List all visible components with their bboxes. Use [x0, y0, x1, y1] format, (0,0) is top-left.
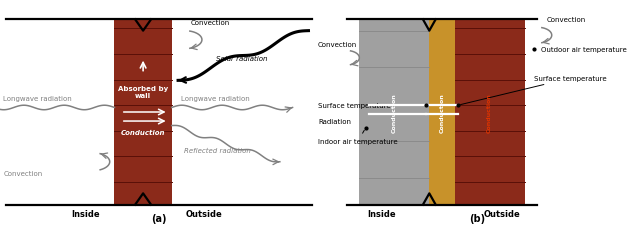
Text: Convection: Convection [3, 170, 43, 176]
Text: Convection: Convection [318, 42, 357, 48]
Text: Longwave radiation: Longwave radiation [181, 96, 250, 102]
Text: (a): (a) [151, 213, 167, 223]
Text: Longwave radiation: Longwave radiation [3, 96, 72, 102]
Bar [455, 20, 525, 205]
Text: Absorbed by
wall: Absorbed by wall [118, 86, 169, 99]
Text: Surface temperature: Surface temperature [318, 103, 424, 109]
Text: Convection: Convection [547, 17, 586, 23]
Text: Conduction: Conduction [392, 93, 397, 132]
Bar [429, 20, 455, 205]
Text: Inside: Inside [367, 209, 396, 218]
Text: Outside: Outside [484, 209, 521, 218]
Text: Conduction: Conduction [439, 93, 445, 132]
Text: Outside: Outside [185, 209, 222, 218]
Text: Outdoor air temperature: Outdoor air temperature [541, 47, 626, 52]
Text: Reflected radiation: Reflected radiation [184, 148, 251, 154]
Text: (b): (b) [469, 213, 485, 223]
Text: Inside: Inside [71, 209, 100, 218]
Text: Indoor air temperature: Indoor air temperature [318, 131, 398, 145]
Text: Radiation: Radiation [318, 119, 351, 124]
Text: Conduction: Conduction [487, 93, 492, 132]
Text: Solar radiation: Solar radiation [216, 56, 268, 61]
Text: Convection: Convection [191, 20, 230, 25]
Bar [114, 20, 172, 205]
Text: Surface temperature: Surface temperature [460, 76, 607, 105]
Text: Conduction: Conduction [121, 130, 165, 136]
Bar [359, 20, 429, 205]
